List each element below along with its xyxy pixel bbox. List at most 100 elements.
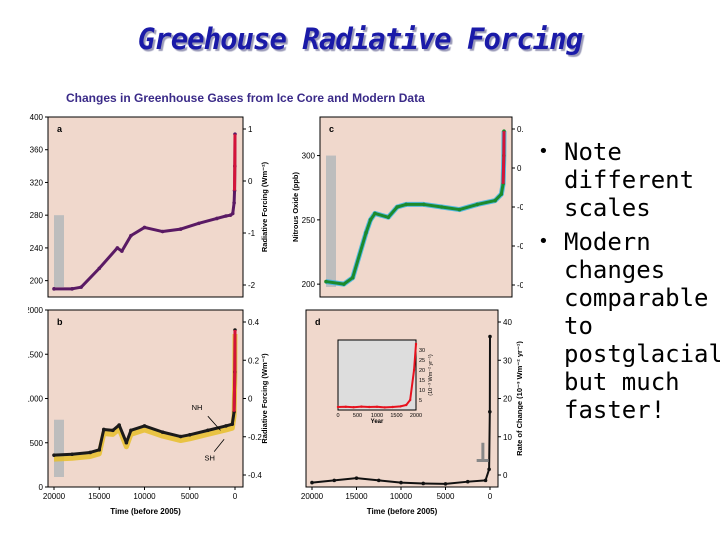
right-tick-label: -0.4 (248, 471, 262, 480)
data-point (70, 452, 74, 457)
right-tick-label: 0.4 (248, 318, 260, 327)
y-tick-label: 1000 (28, 395, 44, 404)
inset-x-axis-label: Year (371, 419, 384, 425)
data-point (399, 480, 403, 485)
data-point (160, 229, 165, 234)
data-point (142, 424, 147, 428)
data-point (488, 334, 492, 339)
inset-y-tick-label: 30 (419, 348, 425, 354)
inset-data-point (336, 405, 340, 409)
data-point (160, 430, 165, 434)
inset-data-point (368, 405, 371, 409)
inset-y-tick-label: 25 (419, 358, 425, 364)
data-point (178, 227, 183, 231)
data-point (342, 282, 346, 286)
data-point (97, 448, 102, 452)
right-tick-label: -0.1 (517, 203, 523, 212)
panel-letter-c: c (329, 124, 334, 134)
right-tick-label: 10 (503, 433, 512, 442)
data-point (395, 205, 400, 209)
data-point (224, 214, 228, 218)
x-axis-label: Time (before 2005) (367, 507, 438, 516)
panel-letter-b: b (57, 317, 63, 327)
data-point (97, 266, 102, 271)
data-point (224, 424, 228, 428)
inset-data-point (360, 405, 363, 408)
inset-data-point (391, 405, 394, 409)
annotation-nh: NH (192, 403, 203, 412)
right-tick-label: 0 (248, 395, 253, 404)
data-point (142, 225, 147, 230)
bullet-list: • Note different scales • Modern changes… (535, 138, 720, 430)
inset-x-tick-label: 1500 (390, 413, 402, 419)
panel-frame-a (47, 116, 244, 298)
inset-y-tick-label: 15 (419, 378, 425, 384)
x-tick-label: 15000 (88, 492, 111, 501)
data-point (354, 476, 359, 480)
bullet-text: Note different scales (564, 138, 695, 222)
inset-data-point (383, 406, 386, 409)
inset-x-tick-label: 500 (353, 413, 362, 419)
inset-data-point (344, 405, 347, 408)
ice-age-range-bar (326, 155, 336, 287)
y-tick-label: 320 (30, 178, 44, 187)
y-tick-label: 200 (30, 277, 44, 286)
right-tick-label: 30 (503, 356, 512, 365)
right-tick-label: 40 (503, 318, 512, 327)
data-point (488, 409, 492, 414)
data-point (493, 198, 497, 203)
y-tick-label: 250 (302, 216, 316, 225)
y-tick-label: 280 (30, 211, 44, 220)
data-point (364, 230, 368, 235)
inset-data-point (408, 398, 412, 402)
right-tick-label: 1 (248, 125, 253, 134)
data-point (439, 205, 444, 209)
x-tick-label: 5000 (181, 492, 199, 501)
right-tick-label: -0.2 (248, 433, 262, 442)
data-point (465, 479, 470, 484)
x-axis-label: Time (before 2005) (110, 507, 181, 516)
data-point (350, 275, 355, 280)
panel-frame-c (319, 116, 513, 298)
inset-y-tick-label: 5 (419, 398, 422, 404)
inset-y-axis-label: (10⁻³ Wm⁻² yr⁻¹) (428, 354, 434, 396)
data-point (230, 211, 235, 216)
figure-heading: Changes in Greenhouse Gases from Ice Cor… (66, 91, 425, 105)
data-point (443, 482, 448, 486)
data-point (111, 428, 115, 433)
data-point (230, 422, 235, 426)
right-tick-label: -0.3 (517, 281, 523, 290)
bullet-dot-icon: • (538, 141, 549, 162)
right-axis-label: Radiative Forcing (Wm⁻²) (260, 161, 269, 252)
right-tick-label: -0.2 (517, 242, 523, 251)
inset-data-point (414, 342, 418, 346)
inset-data-point (412, 368, 416, 372)
data-point (120, 249, 124, 253)
bullet-item: • Modern changes comparable to postglaci… (535, 228, 720, 424)
panel-letter-a: a (57, 124, 63, 134)
x-tick-label: 20000 (43, 492, 66, 501)
annotation-sh: SH (204, 453, 214, 462)
data-point (178, 434, 183, 439)
data-point (52, 287, 56, 291)
data-point (499, 192, 504, 196)
series-line-rate-of-change (311, 336, 491, 485)
right-axis-label: Radiative Forcing (Wm⁻²) (260, 353, 269, 444)
inset-x-tick-label: 2000 (410, 413, 422, 419)
y-tick-label: 400 (30, 113, 44, 122)
annotation-arrow (213, 438, 225, 452)
data-point (52, 453, 56, 457)
x-tick-label: 10000 (390, 492, 413, 501)
right-tick-label: -1 (248, 229, 256, 238)
y-axis-label: Nitrous Oxide (ppb) (291, 172, 300, 243)
data-point (88, 450, 92, 455)
data-point (129, 233, 133, 238)
x-tick-label: 0 (488, 492, 493, 501)
data-point (376, 478, 381, 483)
x-tick-label: 10000 (133, 492, 156, 501)
ice-age-range-bar (54, 215, 64, 287)
data-point (79, 285, 83, 289)
data-point (101, 427, 106, 432)
data-point (117, 423, 121, 427)
